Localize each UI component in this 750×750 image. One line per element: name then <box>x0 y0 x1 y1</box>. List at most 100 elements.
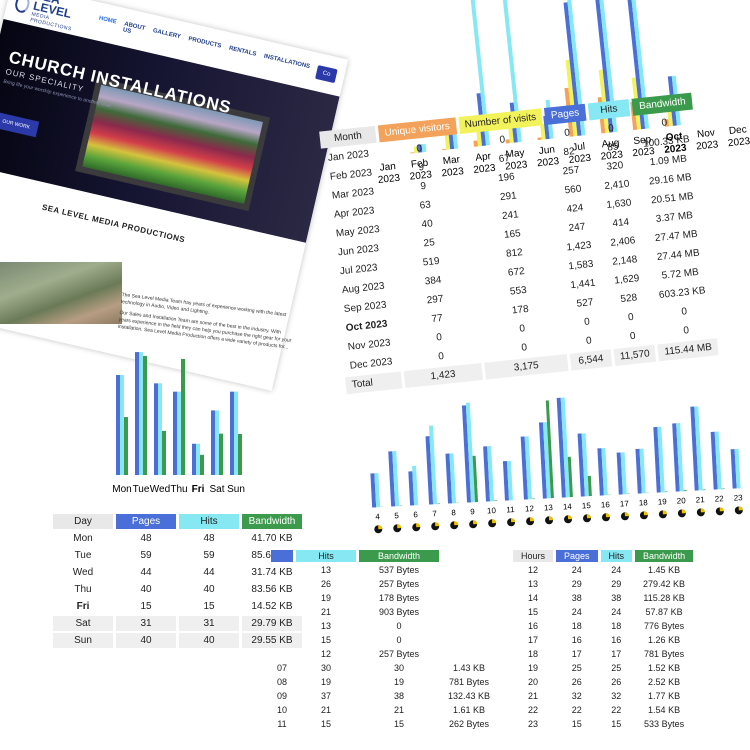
col-day: Day <box>53 514 113 529</box>
month-cell: 0 <box>627 311 635 324</box>
table-row: 22 22 22 1.54 KB <box>513 704 693 716</box>
clock-hand <box>586 514 592 519</box>
bar-pages <box>653 426 661 493</box>
hour-cell: 1.61 KB <box>453 705 486 715</box>
hour-cell: 22 <box>611 705 622 715</box>
hour-cell: 13 <box>321 565 332 575</box>
hits-cell: 31 <box>179 616 239 631</box>
x-tick-label: 20 <box>677 496 687 505</box>
bar-bandwidth <box>238 433 242 475</box>
hour-cell: 30 <box>321 663 332 673</box>
bar-pages <box>230 391 234 475</box>
bar-visits <box>413 146 419 154</box>
hits-cell: 40 <box>179 633 239 648</box>
bar-bandwidth <box>162 430 166 475</box>
hour-cell: 13 <box>321 621 332 631</box>
table-row: Mon 48 48 41.70 KB <box>53 531 302 546</box>
x-tick-year: 2023 <box>727 136 750 149</box>
bar-hits <box>714 431 722 490</box>
bar-bandwidth <box>200 454 204 475</box>
hour-cell: 12 <box>321 649 332 659</box>
pages-cell: 48 <box>140 533 152 544</box>
pages-cell: 31 <box>116 616 176 631</box>
month-cell: 0 <box>583 316 591 328</box>
bar-hits <box>421 143 427 153</box>
table-row: 19 25 25 1.52 KB <box>513 662 693 674</box>
bar-bandwidth <box>493 500 497 502</box>
bar-hits <box>196 443 200 475</box>
hour-cell: 11 <box>277 719 287 729</box>
bar-hits <box>581 433 589 497</box>
bar-visitors <box>664 119 670 127</box>
table-row: 07 30 30 1.43 KB <box>271 662 496 674</box>
bar-pages <box>556 397 566 498</box>
clock-hand <box>643 511 648 516</box>
bar-hits <box>562 0 586 136</box>
x-tick-year: 2023 <box>696 139 720 152</box>
table-row: 23 15 15 533 Bytes <box>513 718 693 730</box>
clock-hand <box>491 519 497 524</box>
menu-item-gallery[interactable]: GALLERY <box>152 28 182 41</box>
table-row: 08 19 19 781 Bytes <box>271 676 496 688</box>
hour-cell: 12 <box>528 565 539 575</box>
bar-pages <box>445 453 453 504</box>
clock-hand <box>624 512 629 517</box>
month-cell: 1,441 <box>569 277 597 292</box>
table-row: 11 15 15 262 Bytes <box>271 718 496 730</box>
menu-item-about[interactable]: ABOUT US <box>122 21 146 35</box>
hour-cell <box>271 620 293 632</box>
menu-item-rentals[interactable]: RENTALS <box>228 45 257 58</box>
x-tick-label: May <box>505 148 525 161</box>
hour-cell: 537 Bytes <box>379 565 420 575</box>
menu-item-installations[interactable]: INSTALLATIONS <box>263 53 311 71</box>
hour-cell: 1.26 KB <box>648 635 681 645</box>
hits-cell: 48 <box>203 533 215 544</box>
bar-hits <box>158 383 162 475</box>
bar-hits <box>506 460 513 501</box>
contact-button[interactable]: Co <box>315 65 338 84</box>
hour-cell: 38 <box>571 593 582 603</box>
x-tick-year: 2023 <box>600 149 624 162</box>
clock-hand <box>378 525 383 530</box>
bar-hits <box>629 0 650 129</box>
bar-hits <box>234 391 238 475</box>
x-tick-label: 15 <box>582 501 592 510</box>
table-row: 26 257 Bytes <box>271 578 496 590</box>
total-cell: 6,544 <box>569 349 612 371</box>
hour-cell: 38 <box>611 593 622 603</box>
x-tick-label: Sep <box>633 134 652 147</box>
total-cell: 11,570 <box>613 344 657 367</box>
month-cell: 1,583 <box>567 258 595 273</box>
pages-cell: 15 <box>140 601 152 612</box>
clock-hand <box>662 510 667 515</box>
bar-hits <box>392 451 400 507</box>
bar-pages <box>597 448 604 496</box>
table-row: 13 0 <box>271 620 496 632</box>
clock-hand <box>453 521 459 526</box>
clock-hand <box>529 517 535 522</box>
clock-hand <box>397 524 402 529</box>
hour-cell: 178 Bytes <box>379 593 420 603</box>
menu-item-home[interactable]: HOME <box>98 15 118 26</box>
x-tick-label: Wed <box>150 484 170 495</box>
total-cell: 115.44 MB <box>657 338 719 362</box>
x-tick-label: Feb <box>410 158 429 171</box>
menu-item-products[interactable]: PRODUCTS <box>187 36 222 50</box>
month-cell: 2,406 <box>609 235 636 249</box>
x-tick-label: Jul <box>572 141 586 153</box>
col-pages: Pages <box>556 550 598 562</box>
hour-cell: 15 <box>321 719 332 729</box>
col-hits: Hits <box>587 99 631 121</box>
x-tick-year: 2023 <box>632 146 656 159</box>
logo-icon <box>13 0 32 15</box>
col-pages-partial <box>271 550 294 562</box>
x-tick-label: 23 <box>733 493 743 502</box>
col-bandwidth: Bandwidth <box>242 514 302 529</box>
hour-cell: 14 <box>528 593 539 603</box>
hour-cell: 776 Bytes <box>644 621 685 631</box>
our-work-button[interactable]: OUR WORK <box>0 111 40 138</box>
col-bandwidth: Bandwidth <box>359 550 440 562</box>
hour-cell: 24 <box>611 565 622 575</box>
hour-cell: 15 <box>611 719 622 729</box>
